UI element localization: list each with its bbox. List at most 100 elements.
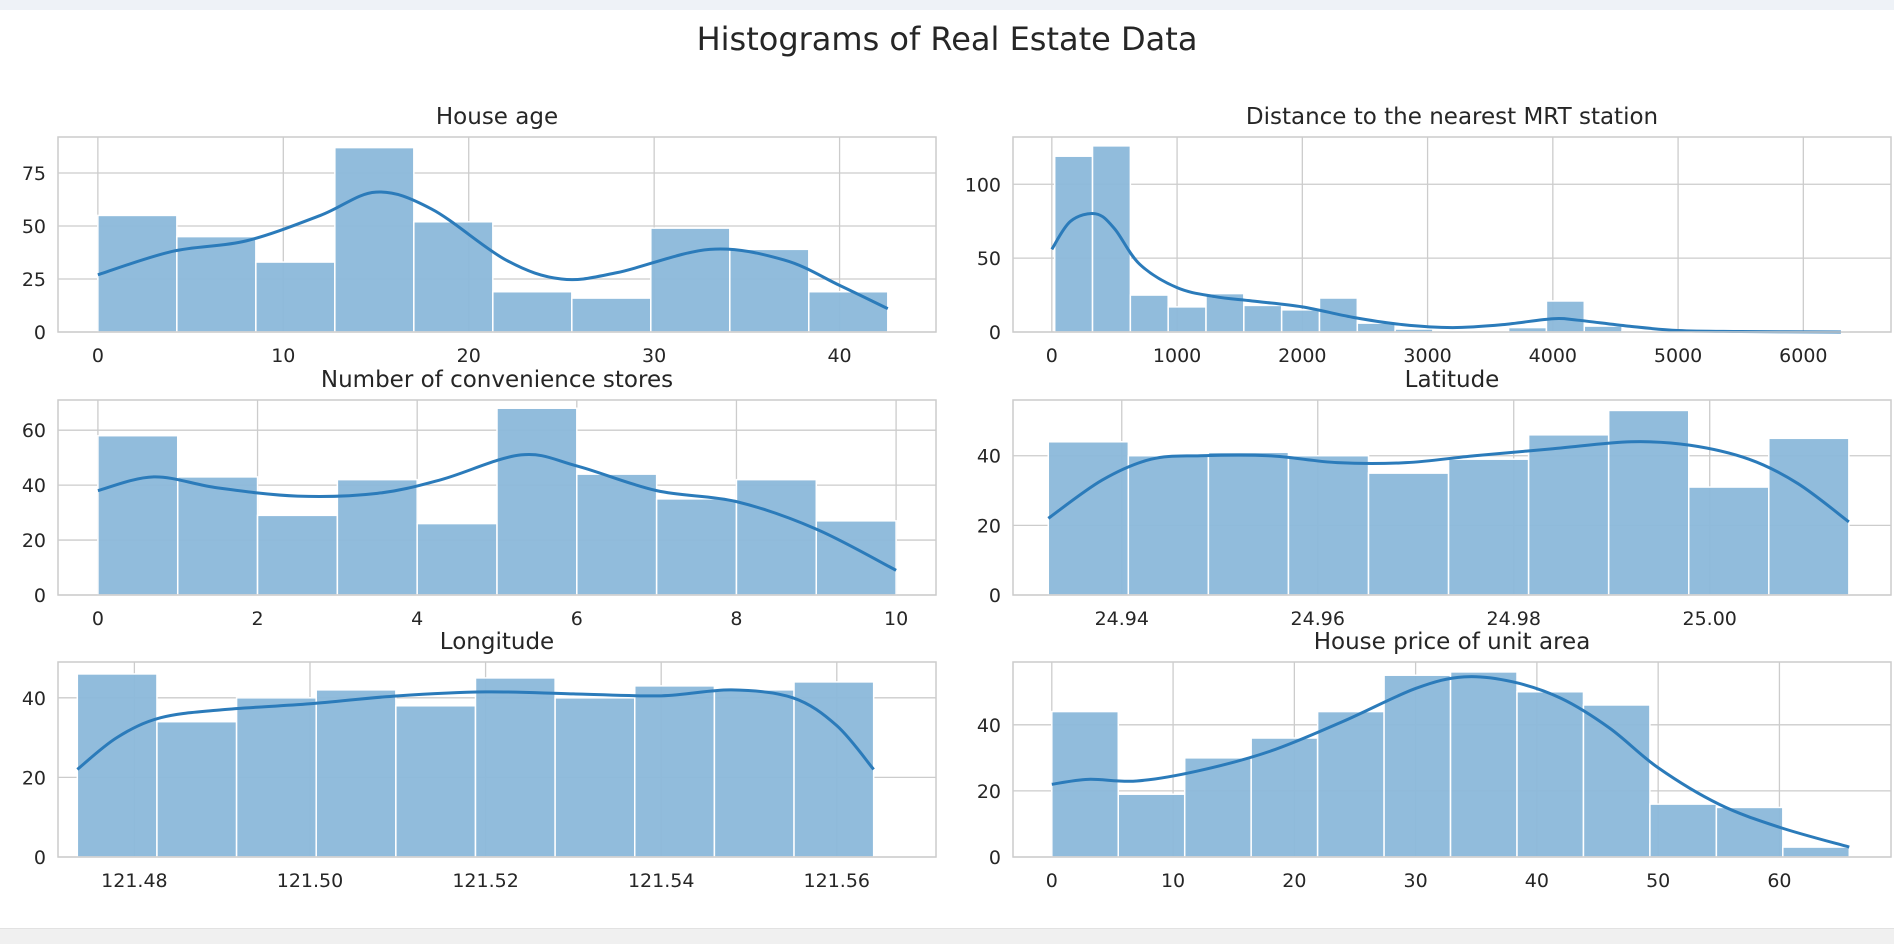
histogram-bar bbox=[1607, 409, 1690, 596]
axes-frame bbox=[57, 661, 937, 858]
y-tick-label: 100 bbox=[965, 174, 1001, 196]
histogram-bar bbox=[1582, 704, 1651, 858]
histogram-bar bbox=[1129, 294, 1169, 333]
y-tick-label: 0 bbox=[34, 847, 46, 869]
x-tick-label: 10 bbox=[1161, 870, 1185, 892]
y-tick-label: 40 bbox=[22, 688, 46, 710]
histogram-bar bbox=[634, 685, 716, 858]
y-tick-label: 40 bbox=[22, 475, 46, 497]
histogram-bar bbox=[97, 434, 179, 596]
x-tick-label: 60 bbox=[1767, 870, 1791, 892]
x-tick-label: 0 bbox=[92, 345, 104, 367]
kde-line bbox=[1051, 675, 1850, 849]
x-tick-label: 0 bbox=[92, 608, 104, 630]
y-tick-label: 50 bbox=[22, 216, 46, 238]
y-tick-label: 20 bbox=[22, 767, 46, 789]
histogram-bar bbox=[1280, 309, 1321, 333]
y-tick-label: 0 bbox=[989, 585, 1001, 607]
y-tick-label: 50 bbox=[977, 248, 1001, 270]
axes-frame bbox=[1012, 661, 1892, 858]
histogram-bar bbox=[1207, 451, 1290, 596]
x-tick-label: 0 bbox=[1046, 870, 1058, 892]
histogram-bar bbox=[1167, 306, 1207, 333]
histogram-bar bbox=[474, 677, 556, 858]
kde-line bbox=[1047, 440, 1850, 524]
histogram-bar bbox=[1527, 434, 1610, 596]
histogram-bar bbox=[1091, 145, 1132, 333]
histogram-bar bbox=[576, 473, 658, 596]
histogram-bar bbox=[1367, 472, 1450, 596]
kde-line bbox=[1050, 212, 1841, 334]
histogram-bar bbox=[1715, 806, 1784, 858]
histogram-bar bbox=[1687, 486, 1770, 596]
histogram-bar bbox=[793, 681, 875, 858]
x-tick-label: 4000 bbox=[1529, 345, 1577, 367]
x-tick-label: 20 bbox=[457, 345, 481, 367]
y-tick-label: 0 bbox=[989, 322, 1001, 344]
y-tick-label: 60 bbox=[22, 420, 46, 442]
histogram-bar bbox=[1051, 710, 1120, 858]
subplot-4: 24.94 24.96 24.98 25.00 0 20 40 Latitude bbox=[977, 367, 1892, 630]
histogram-bar bbox=[1516, 690, 1585, 858]
y-tick-label: 40 bbox=[977, 446, 1001, 468]
histogram-bar bbox=[650, 227, 731, 333]
x-tick-label: 0 bbox=[1046, 345, 1058, 367]
axes-frame bbox=[1012, 399, 1892, 596]
subplot-title: House price of unit area bbox=[1314, 629, 1591, 655]
histogram-bar bbox=[395, 705, 477, 858]
subplot-title: Latitude bbox=[1405, 367, 1500, 393]
histogram-bar bbox=[416, 522, 498, 596]
y-tick-label: 0 bbox=[34, 585, 46, 607]
y-tick-label: 0 bbox=[989, 847, 1001, 869]
histogram-bar bbox=[413, 221, 494, 333]
x-tick-label: 5000 bbox=[1654, 345, 1702, 367]
histogram-bar bbox=[334, 146, 415, 333]
x-tick-label: 1000 bbox=[1153, 345, 1201, 367]
kde-line bbox=[97, 190, 889, 311]
subplot-title: House age bbox=[436, 104, 558, 130]
x-tick-label: 121.52 bbox=[452, 870, 518, 892]
y-tick-label: 20 bbox=[977, 781, 1001, 803]
histogram-bar bbox=[1250, 737, 1319, 858]
histogram-bar bbox=[1316, 710, 1385, 858]
histogram-bar bbox=[255, 261, 336, 333]
histogram-bar bbox=[176, 235, 257, 333]
x-tick-label: 30 bbox=[642, 345, 666, 367]
x-tick-label: 4 bbox=[411, 608, 423, 630]
histogram-bar bbox=[1243, 304, 1283, 333]
x-tick-label: 24.98 bbox=[1487, 608, 1541, 630]
x-tick-label: 121.50 bbox=[277, 870, 343, 892]
x-tick-label: 24.94 bbox=[1095, 608, 1149, 630]
histogram-bar bbox=[176, 476, 259, 596]
histogram-bar bbox=[1649, 803, 1718, 858]
x-tick-label: 121.54 bbox=[628, 870, 694, 892]
subplot-title: Longitude bbox=[440, 629, 554, 655]
histogram-bar bbox=[729, 248, 810, 333]
histogram-bar bbox=[496, 407, 578, 596]
histogram-bar bbox=[256, 514, 339, 596]
histogram-bar bbox=[808, 290, 889, 333]
x-tick-label: 10 bbox=[271, 345, 295, 367]
histogram-bar bbox=[1768, 437, 1850, 596]
histogram-bar bbox=[156, 720, 238, 858]
histogram-bar bbox=[492, 290, 573, 333]
subplot-2: 0 1000 2000 3000 4000 5000 6000 0 50 100 Distance … bbox=[965, 104, 1892, 367]
y-tick-label: 20 bbox=[22, 530, 46, 552]
x-tick-label: 6000 bbox=[1779, 345, 1827, 367]
histogram-bar bbox=[815, 520, 897, 596]
histogram-bar bbox=[336, 478, 418, 596]
figure-title: Histograms of Real Estate Data bbox=[696, 20, 1198, 58]
x-tick-label: 3000 bbox=[1403, 345, 1451, 367]
y-tick-label: 20 bbox=[977, 515, 1001, 537]
y-tick-label: 75 bbox=[22, 163, 46, 185]
y-tick-label: 40 bbox=[977, 715, 1001, 737]
histogram-bar bbox=[735, 478, 818, 596]
subplot-title: Number of convenience stores bbox=[321, 367, 673, 393]
histogram-bar bbox=[1383, 674, 1452, 858]
x-tick-label: 6 bbox=[571, 608, 583, 630]
histogram-bar bbox=[655, 498, 738, 596]
axes-frame bbox=[1012, 136, 1892, 333]
histogram-bar bbox=[1449, 671, 1518, 858]
histogram-bar bbox=[1053, 155, 1094, 333]
histogram-bar bbox=[1583, 325, 1623, 333]
